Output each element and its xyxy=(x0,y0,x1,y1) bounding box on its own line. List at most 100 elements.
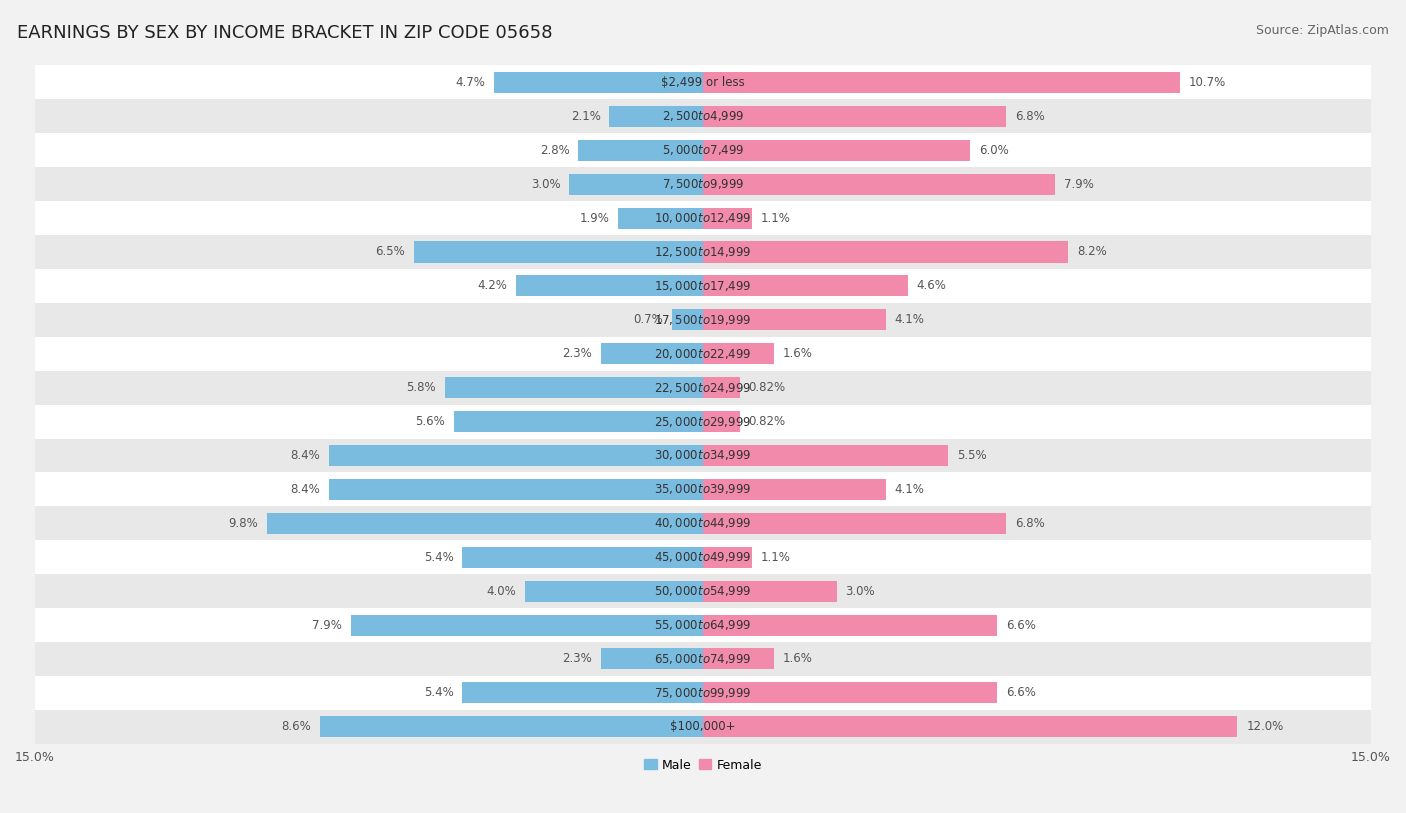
Bar xyxy=(703,513,1005,534)
Text: 5.4%: 5.4% xyxy=(423,686,454,699)
Bar xyxy=(444,377,703,398)
Bar xyxy=(35,167,1371,201)
Bar xyxy=(35,303,1371,337)
Bar xyxy=(703,445,948,466)
Text: 2.3%: 2.3% xyxy=(562,347,592,360)
Text: 4.0%: 4.0% xyxy=(486,585,516,598)
Bar xyxy=(329,479,703,500)
Bar xyxy=(703,276,908,297)
Bar xyxy=(35,506,1371,541)
Text: 6.8%: 6.8% xyxy=(1015,110,1045,123)
Bar xyxy=(703,343,775,364)
Text: 9.8%: 9.8% xyxy=(228,517,257,530)
Text: $25,000 to $29,999: $25,000 to $29,999 xyxy=(654,415,752,428)
Bar xyxy=(35,235,1371,269)
Bar xyxy=(329,445,703,466)
Text: $7,500 to $9,999: $7,500 to $9,999 xyxy=(662,177,744,191)
Bar xyxy=(35,201,1371,235)
Bar xyxy=(35,66,1371,99)
Text: $17,500 to $19,999: $17,500 to $19,999 xyxy=(654,313,752,327)
Bar xyxy=(35,608,1371,642)
Text: $65,000 to $74,999: $65,000 to $74,999 xyxy=(654,652,752,666)
Text: 6.5%: 6.5% xyxy=(375,246,405,259)
Text: $40,000 to $44,999: $40,000 to $44,999 xyxy=(654,516,752,530)
Bar xyxy=(524,580,703,602)
Bar xyxy=(578,140,703,161)
Bar xyxy=(703,546,752,567)
Text: EARNINGS BY SEX BY INCOME BRACKET IN ZIP CODE 05658: EARNINGS BY SEX BY INCOME BRACKET IN ZIP… xyxy=(17,24,553,42)
Text: 1.1%: 1.1% xyxy=(761,550,790,563)
Text: 4.1%: 4.1% xyxy=(894,313,924,326)
Bar xyxy=(703,615,997,636)
Bar xyxy=(703,241,1069,263)
Text: 6.6%: 6.6% xyxy=(1005,686,1036,699)
Bar xyxy=(703,411,740,432)
Text: 1.1%: 1.1% xyxy=(761,211,790,224)
Text: 4.2%: 4.2% xyxy=(477,280,508,293)
Text: 3.0%: 3.0% xyxy=(531,178,561,191)
Bar xyxy=(703,682,997,703)
Bar xyxy=(35,710,1371,744)
Text: 4.7%: 4.7% xyxy=(456,76,485,89)
Text: 5.4%: 5.4% xyxy=(423,550,454,563)
Text: 12.0%: 12.0% xyxy=(1246,720,1284,733)
Bar xyxy=(35,337,1371,371)
Legend: Male, Female: Male, Female xyxy=(640,754,766,776)
Text: $2,500 to $4,999: $2,500 to $4,999 xyxy=(662,109,744,124)
Bar xyxy=(703,479,886,500)
Text: 7.9%: 7.9% xyxy=(312,619,342,632)
Bar xyxy=(35,541,1371,574)
Text: 2.8%: 2.8% xyxy=(540,144,569,157)
Bar xyxy=(703,309,886,330)
Bar xyxy=(35,574,1371,608)
Text: $5,000 to $7,499: $5,000 to $7,499 xyxy=(662,143,744,157)
Bar xyxy=(609,106,703,127)
Text: 6.6%: 6.6% xyxy=(1005,619,1036,632)
Text: 2.3%: 2.3% xyxy=(562,653,592,666)
Bar xyxy=(619,207,703,228)
Text: 7.9%: 7.9% xyxy=(1064,178,1094,191)
Bar xyxy=(352,615,703,636)
Text: $20,000 to $22,499: $20,000 to $22,499 xyxy=(654,346,752,361)
Text: 8.4%: 8.4% xyxy=(290,449,321,462)
Bar xyxy=(35,676,1371,710)
Bar xyxy=(569,174,703,194)
Bar xyxy=(321,716,703,737)
Text: $10,000 to $12,499: $10,000 to $12,499 xyxy=(654,211,752,225)
Text: 6.8%: 6.8% xyxy=(1015,517,1045,530)
Bar xyxy=(35,472,1371,506)
Text: $50,000 to $54,999: $50,000 to $54,999 xyxy=(654,584,752,598)
Bar xyxy=(35,269,1371,303)
Text: $2,499 or less: $2,499 or less xyxy=(661,76,745,89)
Bar xyxy=(35,438,1371,472)
Text: 0.7%: 0.7% xyxy=(633,313,662,326)
Text: $15,000 to $17,499: $15,000 to $17,499 xyxy=(654,279,752,293)
Bar xyxy=(463,546,703,567)
Text: 3.0%: 3.0% xyxy=(845,585,875,598)
Text: $22,500 to $24,999: $22,500 to $24,999 xyxy=(654,380,752,394)
Text: $35,000 to $39,999: $35,000 to $39,999 xyxy=(654,482,752,497)
Bar xyxy=(703,580,837,602)
Text: $75,000 to $99,999: $75,000 to $99,999 xyxy=(654,686,752,700)
Bar xyxy=(703,649,775,669)
Text: 8.2%: 8.2% xyxy=(1077,246,1107,259)
Bar xyxy=(35,99,1371,133)
Text: 1.9%: 1.9% xyxy=(579,211,609,224)
Bar xyxy=(703,106,1005,127)
Text: 8.6%: 8.6% xyxy=(281,720,311,733)
Text: 5.6%: 5.6% xyxy=(415,415,444,428)
Text: $100,000+: $100,000+ xyxy=(671,720,735,733)
Text: 10.7%: 10.7% xyxy=(1188,76,1226,89)
Text: Source: ZipAtlas.com: Source: ZipAtlas.com xyxy=(1256,24,1389,37)
Bar xyxy=(672,309,703,330)
Bar xyxy=(413,241,703,263)
Bar xyxy=(35,133,1371,167)
Text: 5.5%: 5.5% xyxy=(957,449,987,462)
Text: 6.0%: 6.0% xyxy=(979,144,1010,157)
Bar xyxy=(703,207,752,228)
Text: 0.82%: 0.82% xyxy=(748,415,786,428)
Bar xyxy=(35,405,1371,438)
Text: 4.1%: 4.1% xyxy=(894,483,924,496)
Bar xyxy=(454,411,703,432)
Text: 1.6%: 1.6% xyxy=(783,347,813,360)
